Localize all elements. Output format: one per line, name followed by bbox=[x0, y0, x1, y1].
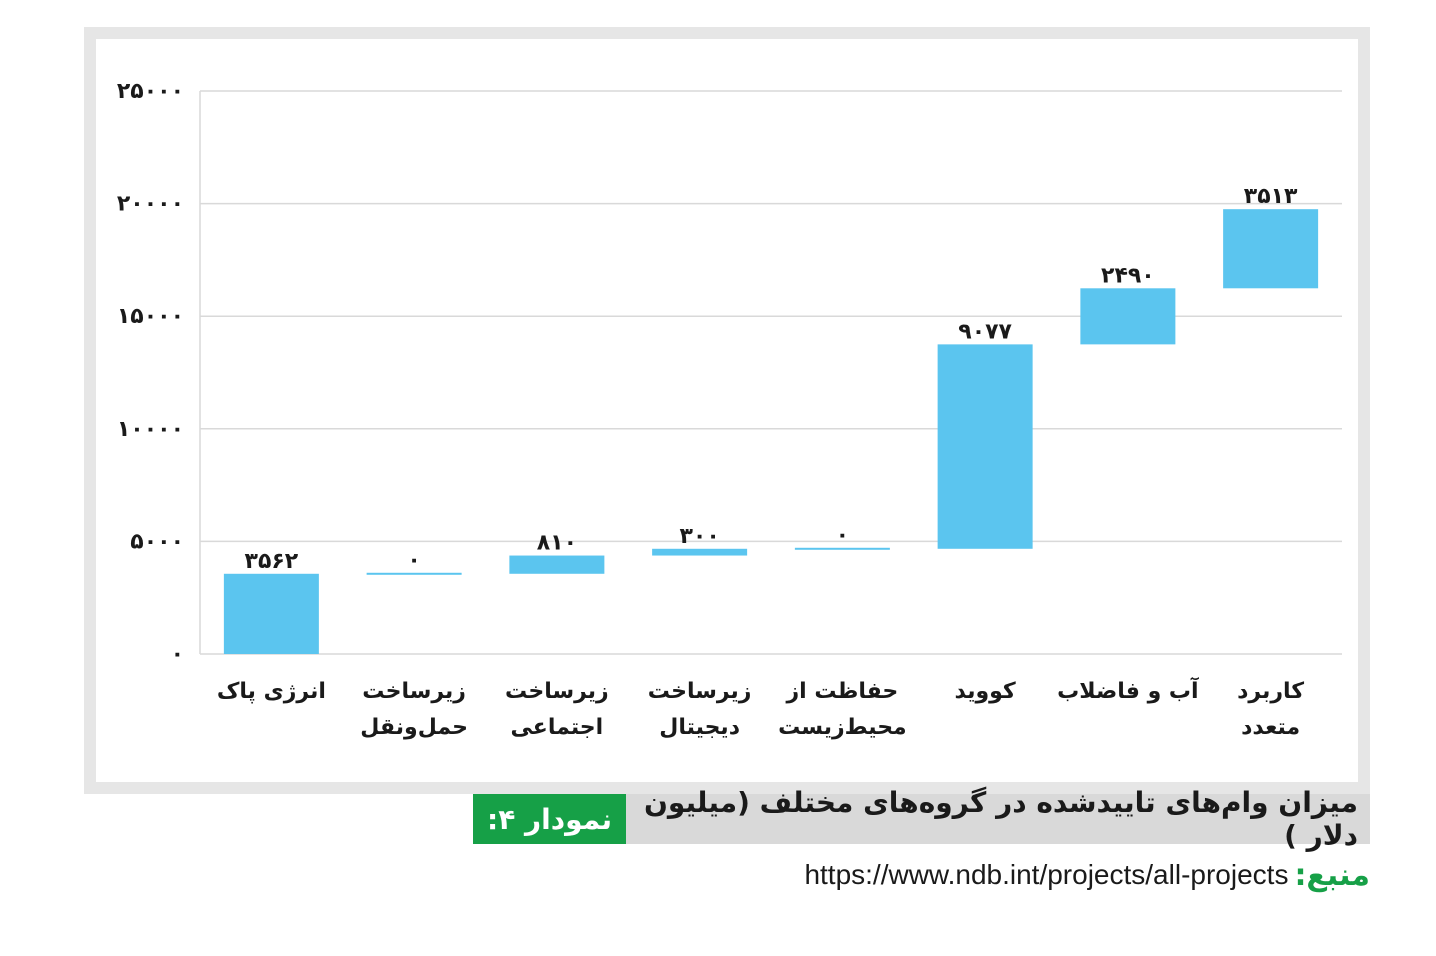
source-label: منبع: bbox=[1294, 857, 1370, 893]
x-tick-label: آب و فاضلاب bbox=[1057, 676, 1199, 704]
waterfall-chart: ۰ ۵۰۰۰ ۱۰۰۰۰ ۱۵۰۰۰ ۲۰۰۰۰ ۲۵۰۰۰ ۳۵۶۲ انرژی پاک ۰ ز… bbox=[117, 79, 1342, 740]
x-tick-label: اجتماعی bbox=[511, 715, 604, 740]
bar bbox=[509, 555, 605, 574]
chart-frame: ۰ ۵۰۰۰ ۱۰۰۰۰ ۱۵۰۰۰ ۲۰۰۰۰ ۲۵۰۰۰ ۳۵۶۲ انرژی پاک ۰ ز… bbox=[84, 27, 1370, 794]
y-tick-label: ۱۰۰۰۰ bbox=[117, 417, 184, 442]
y-tick-label: ۰ bbox=[171, 642, 184, 667]
bar bbox=[937, 344, 1033, 549]
x-tick-label: انرژی پاک bbox=[217, 679, 326, 704]
x-tick-label: دیجیتال bbox=[659, 715, 740, 740]
bar bbox=[794, 547, 890, 550]
data-label: ۲۴۹۰ bbox=[1101, 263, 1155, 288]
bar bbox=[366, 572, 462, 575]
x-tick-label: زیرساخت bbox=[505, 679, 609, 704]
bar bbox=[652, 548, 748, 556]
data-label: ۳۵۶۲ bbox=[245, 549, 299, 574]
x-tick-label: زیرساخت bbox=[648, 679, 752, 704]
data-label: ۸۱۰ bbox=[537, 531, 577, 556]
data-label: ۳۰۰ bbox=[679, 524, 719, 549]
data-label: ۳۵۱۳ bbox=[1244, 184, 1298, 209]
bar bbox=[1223, 209, 1319, 289]
x-tick-label: حفاظت از bbox=[785, 679, 898, 704]
source-line: منبع: https://www.ndb.int/projects/all-p… bbox=[804, 852, 1370, 898]
data-label: ۰ bbox=[836, 523, 849, 548]
x-tick-label: محیط‌زیست bbox=[778, 715, 907, 740]
y-tick-label: ۱۵۰۰۰ bbox=[117, 304, 184, 329]
x-tick-label: متعدد bbox=[1241, 715, 1300, 740]
source-url[interactable]: https://www.ndb.int/projects/all-project… bbox=[804, 859, 1289, 890]
x-tick-label: زیرساخت bbox=[362, 679, 466, 704]
caption-title: میزان وام‌های تاییدشده در گروه‌های مختلف… bbox=[626, 786, 1370, 852]
chart-panel: ۰ ۵۰۰۰ ۱۰۰۰۰ ۱۵۰۰۰ ۲۰۰۰۰ ۲۵۰۰۰ ۳۵۶۲ انرژی پاک ۰ ز… bbox=[96, 39, 1358, 782]
y-tick-label: ۲۵۰۰۰ bbox=[117, 79, 184, 104]
data-label: ۰ bbox=[407, 548, 420, 573]
bar bbox=[1080, 288, 1176, 345]
data-label: ۹۰۷۷ bbox=[958, 319, 1012, 344]
x-tick-label: کاربرد bbox=[1237, 679, 1304, 704]
figure-caption: نمودار ۴: میزان وام‌های تاییدشده در گروه… bbox=[473, 786, 1370, 852]
x-tick-label: حمل‌ونقل bbox=[360, 715, 468, 740]
y-tick-label: ۲۰۰۰۰ bbox=[117, 192, 184, 217]
bar bbox=[223, 573, 319, 654]
x-tick-label: کووید bbox=[955, 679, 1016, 704]
y-tick-label: ۵۰۰۰ bbox=[130, 529, 184, 554]
caption-label: نمودار ۴: bbox=[473, 794, 626, 844]
